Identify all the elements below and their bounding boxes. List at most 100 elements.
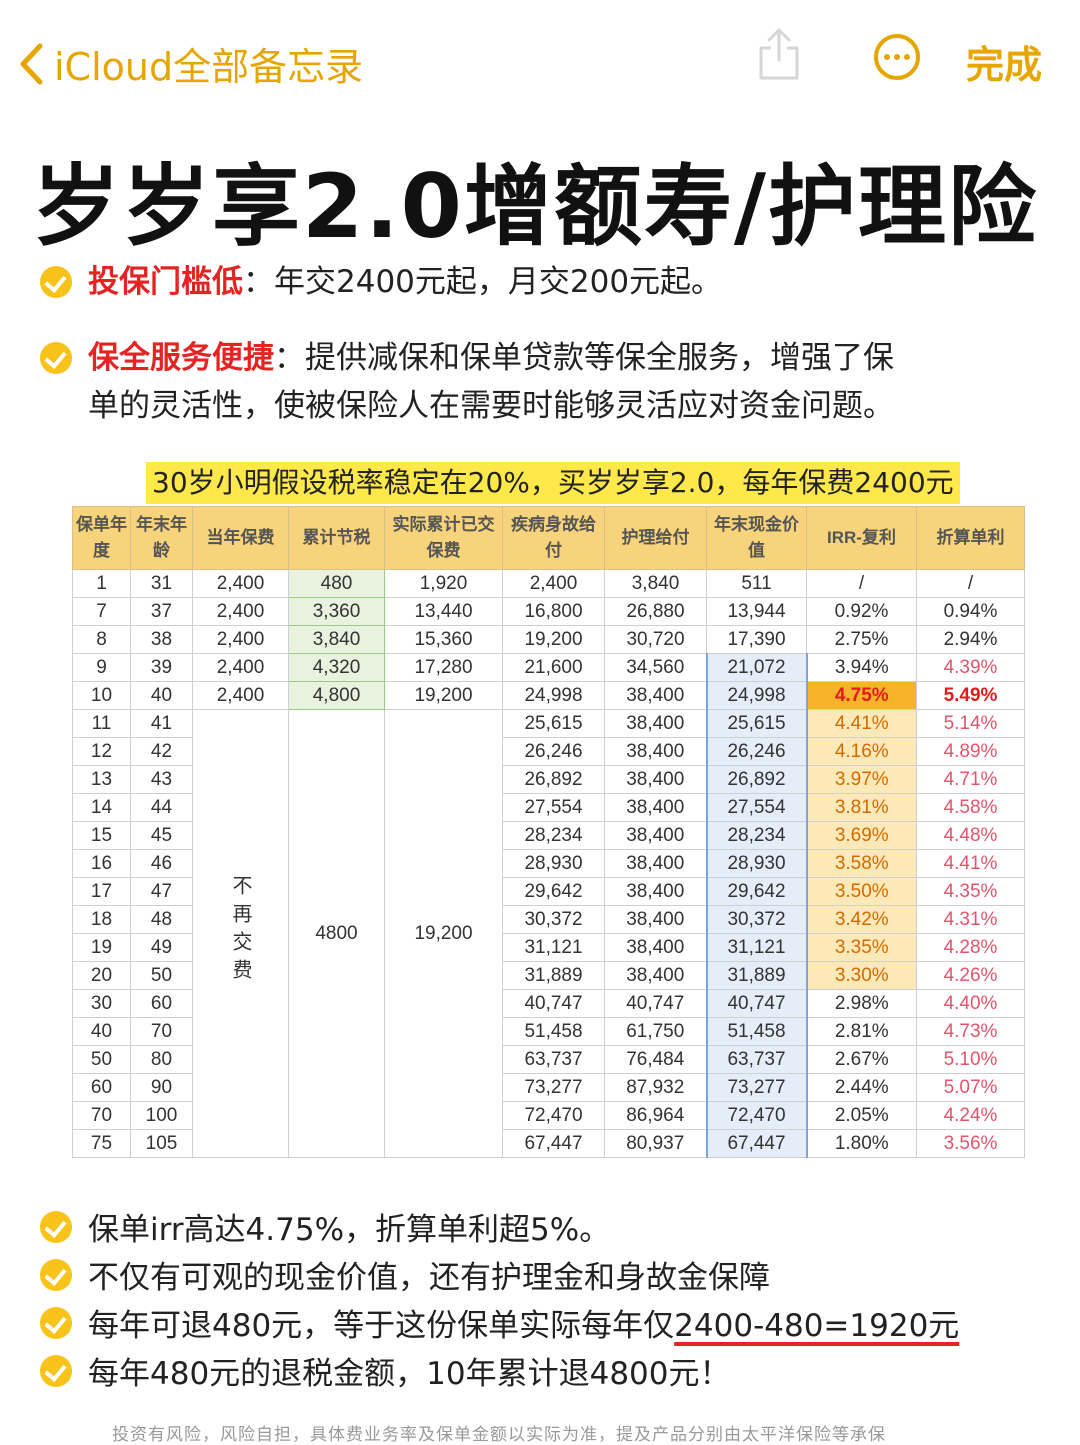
point-2: 不仅有可观的现金价值，还有护理金和身故金保障 bbox=[40, 1252, 770, 1297]
table-cell: 511 bbox=[706, 569, 807, 598]
table-cell: 80,937 bbox=[604, 1129, 707, 1158]
table-cell: 4.89% bbox=[916, 737, 1025, 766]
table-cell: 2,400 bbox=[502, 569, 605, 598]
table-cell: 47 bbox=[130, 877, 193, 906]
table-cell: 3.35% bbox=[806, 933, 917, 962]
table-cell: 4,320 bbox=[288, 653, 385, 682]
bullet-head: 投保门槛低 bbox=[88, 264, 243, 300]
table-cell: 40,747 bbox=[502, 989, 605, 1018]
table-header-cell: IRR-复利 bbox=[806, 506, 917, 570]
table-cell: 18 bbox=[72, 905, 131, 934]
table-cell: 16 bbox=[72, 849, 131, 878]
table-header-cell: 年末年龄 bbox=[130, 506, 193, 570]
table-cell: 24,998 bbox=[705, 681, 808, 710]
table-cell: 2.05% bbox=[806, 1101, 917, 1130]
table-cell: 86,964 bbox=[604, 1101, 707, 1130]
table-cell: 49 bbox=[130, 933, 193, 962]
table-row: 11 41 不再交费 4800 19,200 25,615 38,400 25,615 4.41… bbox=[72, 709, 1025, 1158]
table-row: 8 38 2,400 3,840 15,360 19,200 30,720 17,390 2.7… bbox=[72, 625, 1025, 654]
table-cell: 13,440 bbox=[384, 597, 503, 626]
table-cell: 76,484 bbox=[604, 1045, 707, 1074]
table-cell: 2.98% bbox=[806, 989, 917, 1018]
table-cell: 34,560 bbox=[604, 653, 707, 682]
table-cell: 73,277 bbox=[705, 1073, 808, 1102]
table-cell: 38,400 bbox=[604, 821, 707, 850]
table-cell: 73,277 bbox=[502, 1073, 605, 1102]
table-cell: 87,932 bbox=[604, 1073, 707, 1102]
table-row: 9 39 2,400 4,320 17,280 21,600 34,560 21,072 3.9… bbox=[72, 653, 1025, 682]
table-caption: 30岁小明假设税率稳定在20%，买岁岁享2.0，每年保费2400元 bbox=[146, 462, 960, 504]
table-cell: 15 bbox=[72, 821, 131, 850]
table-cell: 31,889 bbox=[502, 961, 605, 990]
table-cell: 13,944 bbox=[706, 597, 807, 626]
table-cell: 28,930 bbox=[705, 849, 808, 878]
table-cell: 3.69% bbox=[806, 821, 917, 850]
table-cell: 26,246 bbox=[502, 737, 605, 766]
point-1: 保单irr高达4.75%，折算单利超5%。 bbox=[40, 1204, 610, 1249]
table-cell: 40 bbox=[72, 1017, 131, 1046]
table-cell: 38,400 bbox=[604, 793, 707, 822]
table-cell: 2,400 bbox=[192, 625, 289, 654]
table-cell: 2.94% bbox=[916, 625, 1025, 654]
table-header-cell: 疾病身故给付 bbox=[502, 506, 605, 570]
point-text: 每年480元的退税金额，10年累计退4800元！ bbox=[88, 1356, 731, 1392]
table-cell: 13 bbox=[72, 765, 131, 794]
table-row: 20 50 31,889 38,400 31,889 3.30% 4.26% bbox=[72, 961, 1025, 990]
table-cell: 26,880 bbox=[604, 597, 707, 626]
bullet-text-cont: 单的灵活性，使被保险人在需要时能够灵活应对资金问题。 bbox=[88, 388, 894, 424]
table-cell: 3.30% bbox=[806, 961, 917, 990]
table-cell: 15,360 bbox=[384, 625, 503, 654]
table-cell: 0.94% bbox=[916, 597, 1025, 626]
table-cell: 3.81% bbox=[806, 793, 917, 822]
table-row: 30 60 40,747 40,747 40,747 2.98% 4.40% bbox=[72, 989, 1025, 1018]
merged-paid: 19,200 bbox=[384, 709, 503, 1158]
merged-no-premium-text: 不再交费 bbox=[229, 874, 251, 987]
table-cell: 105 bbox=[130, 1129, 193, 1158]
table-cell: 26,892 bbox=[705, 765, 808, 794]
done-button[interactable]: 完成 bbox=[966, 43, 1043, 87]
table-cell: 61,750 bbox=[604, 1017, 707, 1046]
table-cell: 2.67% bbox=[806, 1045, 917, 1074]
table-cell: 26,892 bbox=[502, 765, 605, 794]
table-cell: 3.58% bbox=[806, 849, 917, 878]
table-cell: 70 bbox=[130, 1017, 193, 1046]
point-text: 每年可退480元，等于这份保单实际每年仅 bbox=[88, 1308, 675, 1344]
table-cell: 26,246 bbox=[705, 737, 808, 766]
share-icon[interactable] bbox=[756, 26, 802, 82]
table-row: 12 42 26,246 38,400 26,246 4.16% 4.89% bbox=[72, 737, 1025, 766]
table-cell: 4.58% bbox=[916, 793, 1025, 822]
nav-bar: iCloud全部备忘录 完成 bbox=[0, 0, 1080, 120]
check-icon bbox=[40, 1354, 72, 1387]
table-cell: 39 bbox=[130, 653, 193, 682]
table-cell: 4.41% bbox=[806, 709, 917, 738]
table-cell: 31 bbox=[130, 569, 193, 598]
table-cell: 38,400 bbox=[604, 849, 707, 878]
table-cell: 37 bbox=[130, 597, 193, 626]
table-cell: 90 bbox=[130, 1073, 193, 1102]
table-cell: 3,360 bbox=[288, 597, 385, 626]
table-cell: 31,121 bbox=[705, 933, 808, 962]
table-cell: 4.48% bbox=[916, 821, 1025, 850]
table-cell: 3.94% bbox=[806, 653, 917, 682]
table-cell: 29,642 bbox=[502, 877, 605, 906]
table-cell: 21,072 bbox=[705, 653, 808, 682]
table-cell: 38,400 bbox=[604, 905, 707, 934]
more-icon[interactable] bbox=[874, 34, 920, 80]
table-row: 14 44 27,554 38,400 27,554 3.81% 4.58% bbox=[72, 793, 1025, 822]
table-cell: 4.28% bbox=[916, 933, 1025, 962]
back-button[interactable]: iCloud全部备忘录 bbox=[18, 36, 363, 91]
bullet-sep: ： bbox=[243, 264, 274, 300]
table-cell: 29,642 bbox=[705, 877, 808, 906]
table-cell: 9 bbox=[72, 653, 131, 682]
table-cell: 5.49% bbox=[916, 681, 1025, 710]
bullet-text: 年交2400元起，月交200元起。 bbox=[274, 264, 723, 300]
table-cell: 45 bbox=[130, 821, 193, 850]
table-cell: 80 bbox=[130, 1045, 193, 1074]
table-cell: 4.75% bbox=[806, 681, 917, 710]
table-cell: 25,615 bbox=[502, 709, 605, 738]
table-cell: 4.71% bbox=[916, 765, 1025, 794]
table-cell: 51,458 bbox=[705, 1017, 808, 1046]
table-cell: 2,400 bbox=[192, 569, 289, 598]
table-cell: 30,720 bbox=[604, 625, 707, 654]
table-cell: 25,615 bbox=[705, 709, 808, 738]
